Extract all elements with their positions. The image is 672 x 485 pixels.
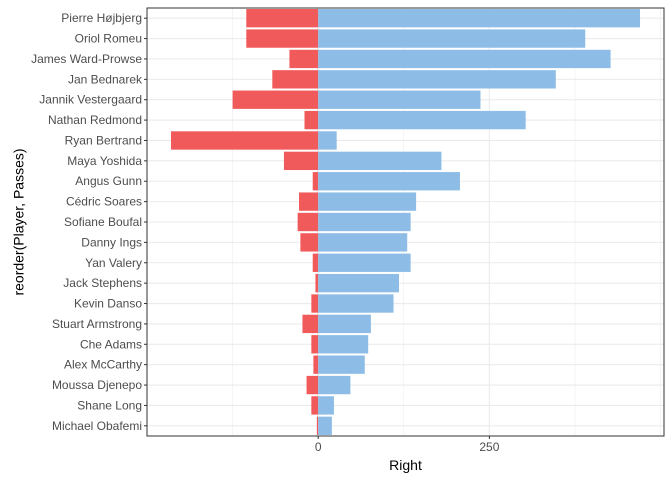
y-tick-label: Kevin Danso (74, 297, 142, 311)
bar-positive (318, 375, 351, 395)
bar-positive (318, 131, 337, 150)
y-tick-label: Moussa Djenepo (52, 378, 142, 392)
y-axis-title: reorder(Player, Passes) (11, 148, 27, 295)
bar-positive (318, 233, 408, 252)
y-tick-label: Shane Long (77, 398, 142, 412)
y-tick-label: Yan Valery (85, 256, 142, 270)
y-tick-label: Pierre Højbjerg (61, 11, 142, 25)
bar-positive (318, 192, 417, 211)
bar-negative (246, 29, 319, 48)
bar-positive (318, 335, 369, 354)
bar-negative (313, 355, 319, 374)
bar-negative (311, 335, 319, 354)
y-tick-labels: Pierre Højbjerg Oriol Romeu James Ward-Pro… (31, 11, 147, 433)
x-tick-label: 0 (315, 440, 322, 454)
y-tick-label: Maya Yoshida (67, 154, 142, 168)
y-tick-label: Jannik Vestergaard (39, 93, 142, 107)
bar-positive (318, 90, 481, 109)
bar-negative (302, 314, 319, 334)
bar-negative (316, 416, 319, 435)
y-tick-label: Stuart Armstrong (52, 317, 142, 331)
y-tick-label: Che Adams (80, 337, 142, 351)
bar-negative (312, 253, 319, 272)
bar-negative (311, 396, 319, 415)
bar-positive (318, 9, 641, 28)
y-tick-label: Ryan Bertrand (65, 133, 142, 147)
y-tick-label: James Ward-Prowse (31, 52, 142, 66)
bar-positive (318, 151, 442, 171)
y-tick-label: Cédric Soares (66, 195, 142, 209)
bar-positive (318, 29, 586, 48)
bar-negative (232, 90, 319, 109)
bars (170, 9, 641, 435)
y-tick-label: Sofiane Boufal (64, 215, 142, 229)
bar-positive (318, 253, 411, 272)
y-tick-label: Nathan Redmond (48, 113, 142, 127)
bar-negative (170, 131, 319, 150)
bar-negative (306, 375, 319, 395)
bar-positive (318, 49, 611, 69)
bar-negative (312, 172, 319, 191)
y-tick-label: Michael Obafemi (52, 419, 142, 433)
y-tick-label: Danny Ings (81, 235, 142, 249)
bar-negative (304, 110, 319, 130)
bar-positive (318, 172, 460, 191)
y-tick-label: Alex McCarthy (64, 358, 142, 372)
x-tick-label: 250 (479, 440, 499, 454)
x-axis-title: Right (389, 457, 422, 473)
bar-positive (318, 110, 526, 130)
bar-positive (318, 273, 399, 293)
x-tick-labels: 0 250 (315, 436, 500, 454)
bar-positive (318, 314, 371, 334)
bar-positive (318, 396, 334, 415)
bar-negative (311, 294, 319, 313)
bar-negative (299, 192, 319, 211)
bar-negative (283, 151, 319, 171)
bar-negative (315, 273, 319, 293)
bar-positive (318, 355, 365, 374)
y-tick-label: Jan Bednarek (68, 72, 143, 86)
bar-negative (297, 212, 319, 232)
bar-positive (318, 70, 556, 89)
y-tick-label: Angus Gunn (75, 174, 142, 188)
bar-positive (318, 294, 394, 313)
bar-positive (318, 212, 411, 232)
bar-negative (300, 233, 319, 252)
bar-positive (318, 416, 332, 435)
bar-negative (246, 9, 319, 28)
y-tick-label: Jack Stephens (63, 276, 142, 290)
y-tick-label: Oriol Romeu (75, 32, 142, 46)
bar-negative (272, 70, 319, 89)
bar-negative (289, 49, 319, 69)
